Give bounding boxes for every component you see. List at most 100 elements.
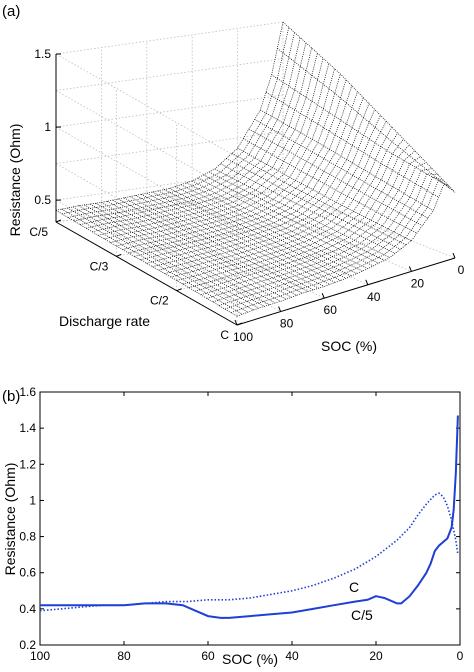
surface-mesh-line	[152, 191, 330, 285]
surface-x-axis-title: SOC (%)	[321, 338, 377, 354]
y-axis-tick-label: 1.6	[19, 385, 36, 399]
surface-mesh-line	[84, 204, 265, 307]
surface-mesh-line	[135, 195, 314, 291]
surface-mesh-line	[123, 197, 303, 294]
surface-mesh-line	[231, 153, 407, 246]
surface-mesh-line	[282, 21, 456, 193]
rate-axis-tick	[116, 253, 122, 257]
z-axis-tick-label: 1	[44, 120, 51, 134]
rate-axis-tick	[55, 219, 62, 223]
surface-mesh-line	[140, 193, 319, 289]
surface-mesh-line	[128, 85, 353, 254]
x-axis-tick-label: 100	[30, 649, 50, 663]
surface-mesh-line	[192, 180, 368, 270]
x-axis-tick-label: 20	[369, 649, 383, 663]
surface-mesh-line	[220, 163, 396, 254]
rate-axis-line	[55, 221, 238, 326]
soc-axis-line	[236, 257, 456, 326]
surface-mesh-line	[180, 184, 358, 274]
surface-mesh-line	[104, 63, 330, 240]
surface-mesh-line	[218, 173, 438, 306]
surface-mesh-line	[260, 109, 434, 211]
surface-mesh-line	[214, 168, 390, 258]
surface-mesh-line	[101, 202, 281, 302]
surface-mesh-line	[129, 196, 309, 292]
surface-mesh-line	[86, 47, 313, 229]
surface-mesh-line	[116, 73, 341, 247]
soc-axis-tick-label: 80	[280, 317, 294, 331]
surface-mesh-line	[98, 58, 324, 236]
side-wall-gridline	[55, 21, 284, 55]
surface-mesh-line	[277, 48, 450, 189]
soc-axis-tick-label: 0	[458, 263, 465, 277]
y-axis-tick-label: 0.8	[19, 530, 36, 544]
plot-frame	[39, 391, 461, 646]
series-label-c: C	[349, 579, 359, 595]
floor-gridline	[146, 208, 325, 299]
surface-mesh-line	[157, 190, 336, 283]
surface-mesh-line	[146, 192, 325, 287]
z-axis-tick-label: 0.5	[34, 193, 51, 207]
soc-axis-tick	[278, 306, 282, 312]
surface-mesh-line	[72, 206, 254, 311]
y-axis-tick-label: 0.6	[19, 566, 36, 580]
side-wall-gridline	[55, 131, 284, 164]
soc-axis-tick-label: 60	[324, 303, 338, 317]
surface-mesh-line	[92, 53, 318, 233]
surface-mesh-line	[209, 171, 385, 261]
soc-axis-tick	[234, 319, 238, 326]
x-axis-tick-label: 0	[457, 649, 464, 663]
surface-mesh-line	[61, 208, 243, 315]
surface-mesh-line	[106, 200, 287, 300]
rate-axis-tick-label: C/2	[150, 294, 169, 308]
side-wall-gridline	[55, 58, 284, 91]
surface-mesh-line	[78, 205, 259, 309]
panel-label-b: (b)	[2, 388, 20, 405]
y-axis-tick-label: 1	[29, 493, 36, 507]
surface-mesh-line	[134, 91, 358, 257]
surface-mesh-line	[175, 186, 352, 277]
floor-gridline	[101, 215, 281, 312]
rate-axis-tick-label: C/3	[90, 259, 109, 273]
surface-mesh-line	[194, 150, 416, 292]
z-axis-tick-label: 1.5	[34, 47, 51, 61]
soc-axis-tick	[452, 252, 456, 259]
y-axis-tick-label: 0.2	[19, 638, 36, 652]
soc-axis-tick-label: 40	[367, 290, 381, 304]
surface-mesh-line	[122, 79, 347, 250]
soc-axis-tick	[365, 279, 369, 285]
back-wall-gridline	[55, 163, 238, 267]
line-chart-series	[39, 415, 459, 619]
rate-axis-tick	[236, 322, 243, 326]
x-axis-tick-label: 60	[201, 649, 215, 663]
y-axis-tick-label: 1.2	[19, 457, 36, 471]
surface-mesh-line	[265, 92, 439, 198]
surface-mesh-line	[182, 138, 404, 285]
surface-z-axis-title: Resistance (Ohm)	[7, 124, 23, 237]
series-line-c	[39, 492, 459, 612]
floor-gridline	[116, 212, 341, 257]
resistance-surface	[55, 21, 456, 317]
soc-axis-tick	[408, 266, 412, 272]
surface-plot-gridlines	[55, 21, 456, 326]
soc-axis-tick-label: 100	[233, 330, 253, 344]
surface-mesh-line	[212, 168, 433, 303]
surface-plot-panel: (a) 0.5 1 1.5 C/5 C/3 C/2 C 100 80 60 40 20 0 Resist…	[2, 3, 465, 354]
panel-label-a: (a)	[2, 3, 20, 20]
surface-mesh-line	[140, 97, 364, 261]
y-axis-tick-label: 1.4	[19, 421, 36, 435]
side-wall-gridline	[55, 167, 284, 201]
surface-mesh-line	[254, 119, 428, 219]
rate-axis-tick	[176, 288, 182, 292]
surface-plot-axes: 0.5 1 1.5 C/5 C/3 C/2 C 100 80 60 40 20 0	[29, 47, 464, 344]
surface-mesh-line	[248, 128, 423, 227]
surface-mesh-line	[169, 188, 347, 279]
floor-gridline	[176, 234, 398, 292]
surface-mesh-line	[197, 177, 374, 267]
surface-mesh-line	[55, 209, 238, 317]
soc-axis-tick	[321, 293, 325, 299]
surface-mesh-line	[163, 189, 341, 281]
surface-mesh-line	[243, 138, 418, 234]
rate-axis-tick-label: C/5	[29, 225, 48, 239]
